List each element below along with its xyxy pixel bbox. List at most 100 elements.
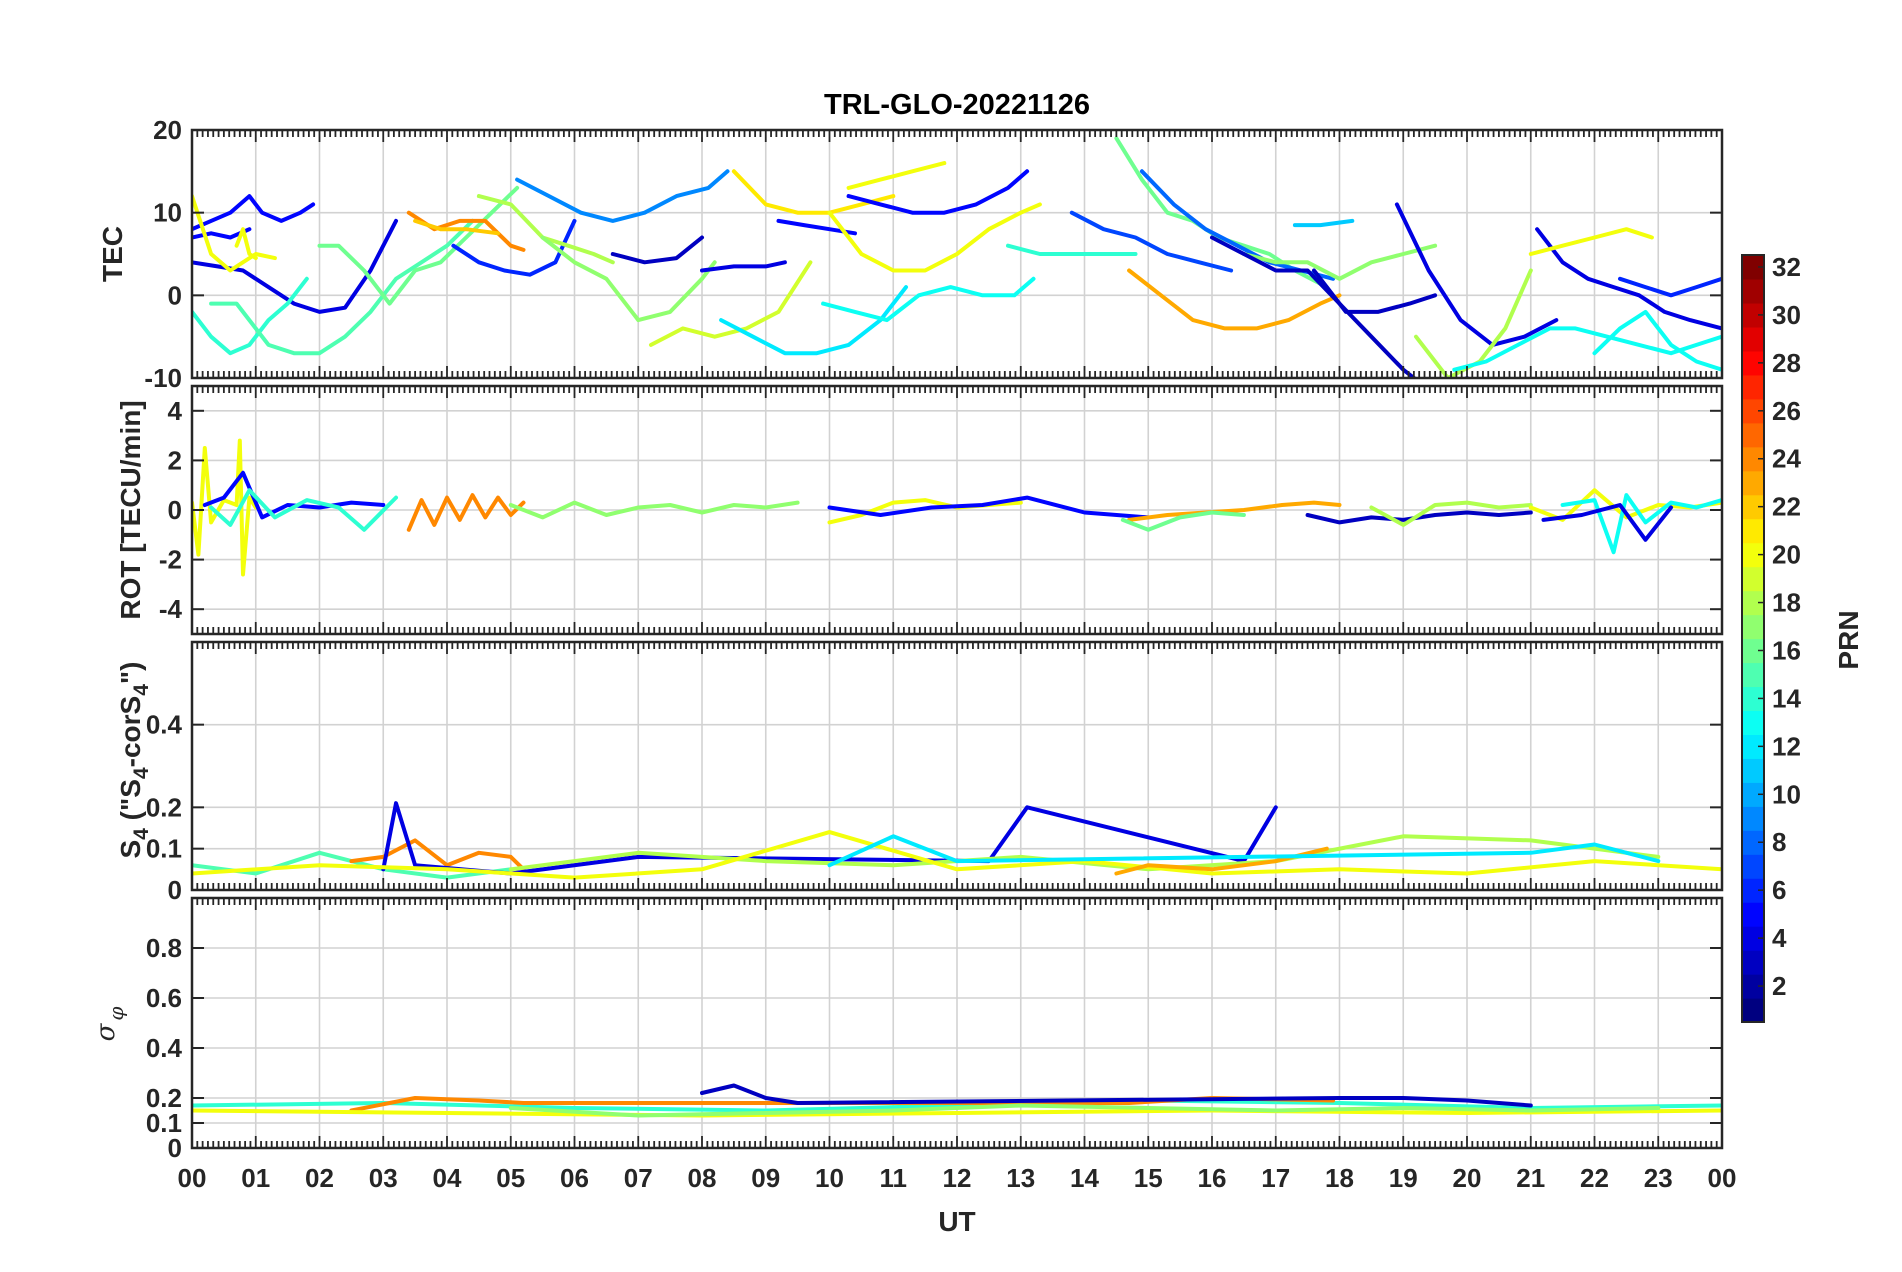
- series-line-prn-20: [192, 438, 258, 577]
- x-tick-label: 15: [1134, 1163, 1163, 1193]
- colorbar-tick-label: 12: [1772, 731, 1801, 761]
- colorbar-band-prn-3: [1742, 950, 1764, 975]
- y-tick-label: 0: [168, 495, 182, 525]
- colorbar-tick-label: 20: [1772, 540, 1801, 570]
- x-tick-label: 04: [433, 1163, 462, 1193]
- sigma-series: [192, 1083, 1722, 1118]
- rot-grid: [192, 386, 1722, 634]
- series-line-prn-17: [540, 235, 717, 323]
- tec-axes-frame: [190, 128, 1724, 380]
- series-line-prn-3: [700, 1083, 1533, 1108]
- series-line-prn-3: [1210, 235, 1469, 378]
- colorbar-band-prn-22: [1742, 494, 1764, 520]
- s4-ylabel-sub-2: 4: [130, 767, 153, 779]
- series-line-prn-14: [192, 276, 309, 356]
- colorbar-band-prn-8: [1742, 830, 1764, 855]
- series-line-prn-20: [827, 202, 1042, 273]
- x-axis-label: UT: [938, 1206, 975, 1237]
- colorbar-tick-label: 28: [1772, 348, 1801, 378]
- colorbar-band-prn-9: [1742, 806, 1764, 831]
- colorbar-band-prn-23: [1742, 470, 1764, 496]
- rot-ticks: -4 -2 0 2 4: [159, 386, 1723, 634]
- x-tick-label: 02: [305, 1163, 334, 1193]
- series-line-prn-20: [234, 227, 258, 261]
- y-tick-label: 0.6: [146, 983, 182, 1013]
- colorbar-band-prn-16: [1742, 638, 1764, 664]
- s4-ylabel-open: ("S: [115, 779, 146, 828]
- colorbar-bands: [1742, 255, 1764, 1023]
- x-tick-label: 13: [1006, 1163, 1035, 1193]
- y-tick-label: -2: [159, 545, 182, 575]
- series-line-prn-17: [508, 1103, 1661, 1118]
- series-line-prn-4: [1535, 227, 1722, 331]
- series-line-prn-21: [731, 169, 896, 215]
- series-line-prn-4: [1541, 503, 1673, 542]
- sigma-ylabel: σφ: [91, 1007, 128, 1042]
- y-tick-label: 0.4: [146, 710, 183, 740]
- x-tick-label: 05: [496, 1163, 525, 1193]
- colorbar-band-prn-4: [1742, 926, 1764, 951]
- x-tick-label: 00: [178, 1163, 207, 1193]
- x-tick-label: 11: [880, 1163, 908, 1193]
- tec-series: [192, 136, 1722, 378]
- series-line-prn-19: [649, 260, 813, 347]
- colorbar-band-prn-17: [1742, 614, 1764, 640]
- rot-series: [192, 438, 1722, 577]
- colorbar-band-prn-13: [1742, 710, 1764, 735]
- colorbar-tick-label: 24: [1772, 444, 1801, 474]
- y-tick-label: 0: [168, 875, 182, 905]
- x-tick-label: 14: [1070, 1163, 1099, 1193]
- s4-series: [192, 801, 1722, 880]
- colorbar-band-prn-18: [1742, 590, 1764, 616]
- series-line-prn-16: [1120, 510, 1246, 532]
- colorbar-band-prn-5: [1742, 902, 1764, 927]
- series-line-prn-20: [192, 194, 277, 273]
- colorbar-label: PRN: [1833, 610, 1864, 669]
- series-line-prn-5: [202, 470, 386, 520]
- colorbar-band-prn-1: [1742, 998, 1764, 1023]
- colorbar-band-prn-15: [1742, 662, 1764, 688]
- chart-title: TRL-GLO-20221126: [824, 89, 1090, 121]
- x-tick-label: 18: [1325, 1163, 1354, 1193]
- y-tick-label: 0: [168, 1133, 182, 1163]
- colorbar-band-prn-11: [1742, 758, 1764, 783]
- colorbar-band-prn-24: [1742, 446, 1764, 472]
- colorbar-tick-label: 14: [1772, 683, 1801, 713]
- series-line-prn-5: [827, 495, 1151, 520]
- s4-ylabel: S4 ("S4-corS4"): [115, 662, 153, 859]
- series-line-prn-6: [451, 218, 577, 277]
- x-tick-label: 01: [241, 1163, 270, 1193]
- sigma-panel: 00.10.2 0.4 0.6 0.8 σφ: [91, 896, 1724, 1163]
- s4-ylabel-sub-1: 4: [130, 828, 153, 840]
- x-tick-label: 20: [1453, 1163, 1482, 1193]
- colorbar-tick-label: 16: [1772, 635, 1801, 665]
- series-line-prn-7: [1069, 210, 1234, 273]
- x-tick-labels: 00 01 02 03 04 05 06 07 08 09 10 11 12 13 14 15 16 17 18 19…: [178, 1163, 1737, 1193]
- y-tick-label: 20: [153, 115, 182, 145]
- x-tick-label: 17: [1261, 1163, 1290, 1193]
- series-line-prn-24: [406, 493, 526, 532]
- y-tick-label: 0: [168, 280, 182, 310]
- s4-panel: 00.10.20.4 S4 ("S4-corS4"): [115, 640, 1724, 905]
- y-tick-label: 0.2: [146, 1083, 182, 1113]
- colorbar-band-prn-30: [1742, 302, 1764, 328]
- series-line-prn-4: [1394, 202, 1559, 347]
- series-line-prn-20: [192, 1108, 1722, 1118]
- rot-panel: -4 -2 0 2 4 ROT [TECU/min]: [115, 384, 1724, 636]
- colorbar-tick-label: 4: [1772, 923, 1787, 953]
- rot-ylabel: ROT [TECU/min]: [115, 400, 146, 619]
- tec-panel: -10 0 10 20 TEC: [97, 115, 1724, 393]
- series-line-prn-3: [610, 235, 704, 265]
- colorbar-tick-label: 22: [1772, 492, 1801, 522]
- colorbar-band-prn-28: [1742, 350, 1764, 376]
- colorbar-band-prn-19: [1742, 566, 1764, 592]
- series-line-prn-23: [1127, 500, 1342, 522]
- colorbar-band-prn-20: [1742, 542, 1764, 568]
- colorbar-tick-label: 10: [1772, 779, 1801, 809]
- series-line-prn-4: [381, 801, 1278, 876]
- series-line-prn-12: [827, 834, 1661, 868]
- colorbar-band-prn-29: [1742, 326, 1764, 352]
- y-tick-label: 0.4: [146, 1033, 183, 1063]
